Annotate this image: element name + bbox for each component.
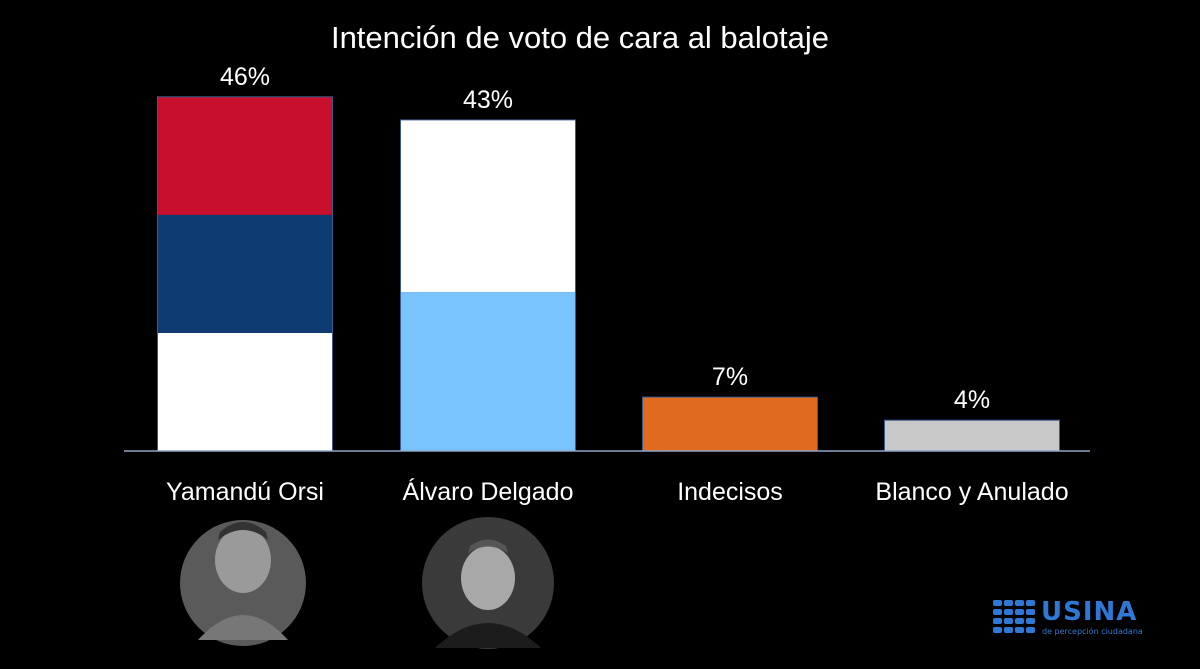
- bars-group: [157, 96, 1060, 452]
- usina-logo-icon: [993, 600, 1035, 633]
- bar-2-segment-2: [400, 119, 576, 293]
- bar-1-segment-1: [157, 332, 333, 451]
- chart-title: Intención de voto de cara al balotaje: [331, 20, 829, 55]
- usina-logo: USINA de percepción ciudadana: [993, 597, 1143, 636]
- bar-2-segment-1: [400, 292, 576, 451]
- value-label-1: 46%: [220, 63, 270, 91]
- value-label-3: 7%: [712, 363, 748, 391]
- value-label-4: 4%: [954, 386, 990, 414]
- bar-1-segment-3: [157, 96, 333, 215]
- logo-name: USINA: [1041, 597, 1137, 627]
- category-label-1: Yamandú Orsi: [166, 478, 324, 506]
- category-label-3: Indecisos: [677, 478, 783, 506]
- candidate-photo-orsi: [180, 520, 306, 646]
- candidate-photo-delgado: [422, 517, 554, 649]
- category-label-4: Blanco y Anulado: [875, 478, 1068, 506]
- value-labels-group: 46% 43% 7% 4%: [220, 63, 990, 414]
- category-label-2: Álvaro Delgado: [403, 477, 574, 506]
- category-labels-group: Yamandú Orsi Álvaro Delgado Indecisos Blanc…: [166, 477, 1069, 506]
- bar-3-segment-1: [642, 397, 818, 451]
- value-label-2: 43%: [463, 86, 513, 114]
- bar-1-segment-2: [157, 214, 333, 333]
- bar-4-segment-1: [884, 420, 1060, 451]
- logo-tagline: de percepción ciudadana: [1042, 626, 1143, 636]
